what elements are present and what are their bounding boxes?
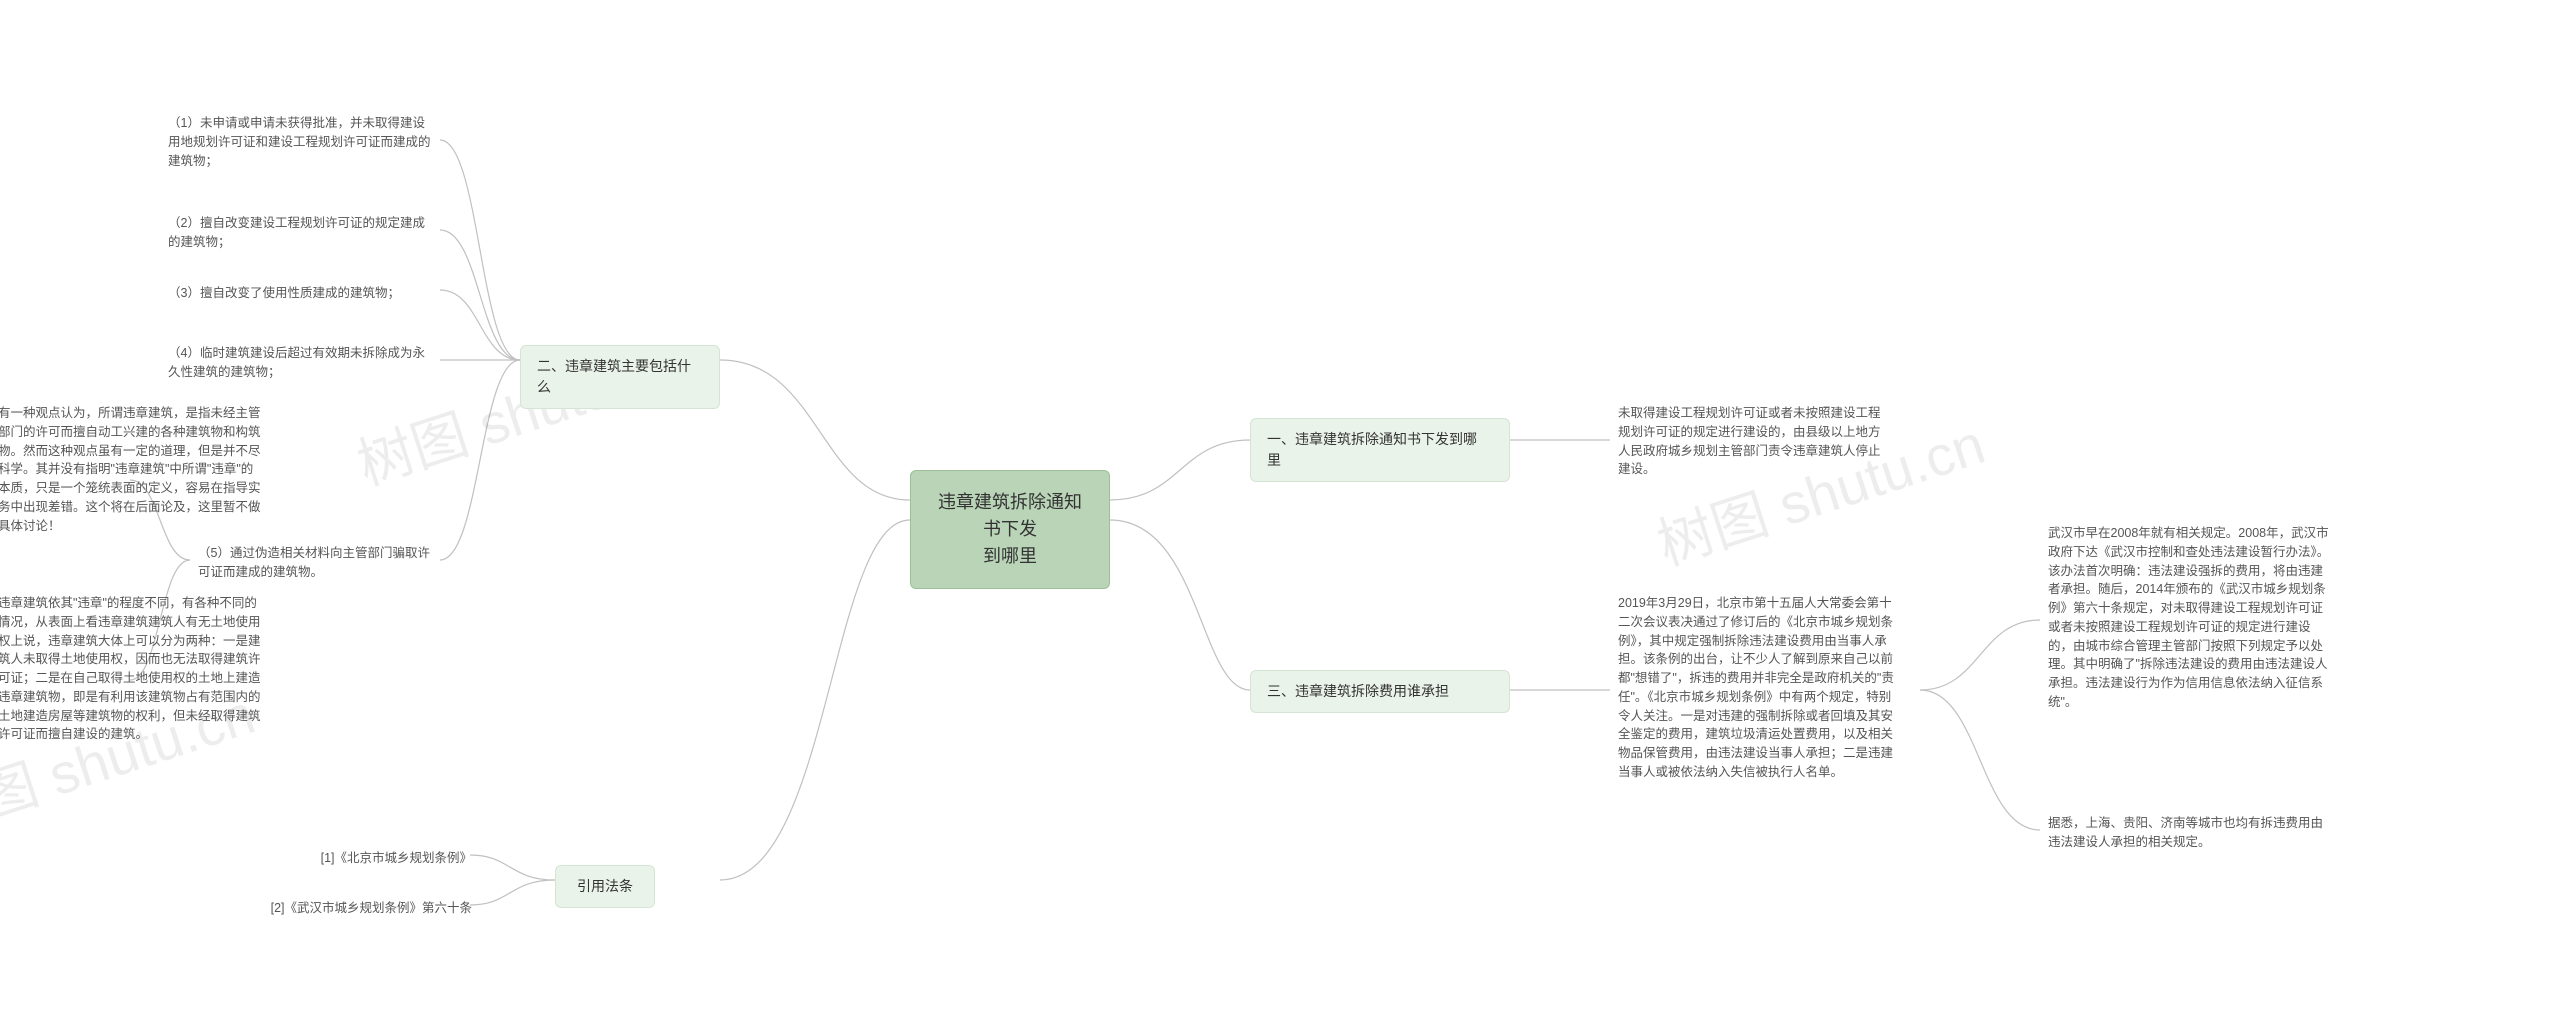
leaf-b2-4: （4）临时建筑建设后超过有效期未拆除成为永久性建筑的建筑物； — [160, 340, 440, 386]
leaf-b1-1: 未取得建设工程规划许可证或者未按照建设工程规划许可证的规定进行建设的，由县级以上… — [1610, 400, 1890, 483]
root-node[interactable]: 违章建筑拆除通知书下发到哪里 — [910, 470, 1110, 589]
leaf-b2-2: （2）擅自改变建设工程规划许可证的规定建成的建筑物； — [160, 210, 440, 256]
branch-1[interactable]: 一、违章建筑拆除通知书下发到哪里 — [1250, 418, 1510, 482]
leaf-b2-5: （5）通过伪造相关材料向主管部门骗取许可证而建成的建筑物。 — [190, 540, 440, 586]
leaf-b3-1: 2019年3月29日，北京市第十五届人大常委会第十二次会议表决通过了修订后的《北… — [1610, 590, 1910, 786]
leaf-b2-5a: 有一种观点认为，所谓违章建筑，是指未经主管部门的许可而擅自动工兴建的各种建筑物和… — [0, 400, 270, 539]
leaf-b3-1a: 武汉市早在2008年就有相关规定。2008年，武汉市政府下达《武汉市控制和查处违… — [2040, 520, 2340, 716]
leaf-b2-1: （1）未申请或申请未获得批准，并未取得建设用地规划许可证和建设工程规划许可证而建… — [160, 110, 440, 174]
leaf-b4-2: [2]《武汉市城乡规划条例》第六十条 — [220, 895, 480, 922]
leaf-b2-5b: 违章建筑依其"违章"的程度不同，有各种不同的情况，从表面上看违章建筑建筑人有无土… — [0, 590, 270, 748]
leaf-b3-1b: 据悉，上海、贵阳、济南等城市也均有拆违费用由违法建设人承担的相关规定。 — [2040, 810, 2340, 856]
branch-3[interactable]: 三、违章建筑拆除费用谁承担 — [1250, 670, 1510, 713]
branch-4[interactable]: 引用法条 — [555, 865, 655, 908]
branch-2[interactable]: 二、违章建筑主要包括什么 — [520, 345, 720, 409]
leaf-b2-3: （3）擅自改变了使用性质建成的建筑物； — [160, 280, 440, 307]
leaf-b4-1: [1]《北京市城乡规划条例》 — [280, 845, 480, 872]
